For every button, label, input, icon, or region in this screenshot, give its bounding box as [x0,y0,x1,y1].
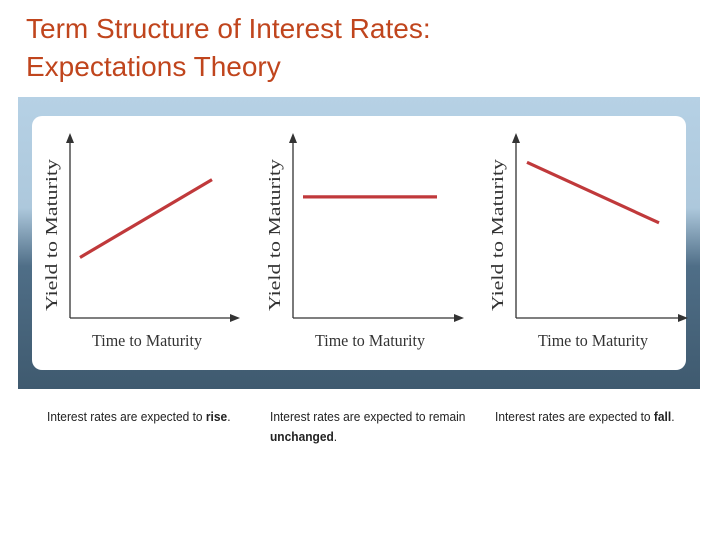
x-axis-arrow-icon-fall [678,314,688,322]
y-axis-arrow-icon-rise [66,133,74,143]
y-axis-label-rise: Yield to Maturity [42,158,61,311]
caption-unchanged-prefix: Interest rates are expected to remain [270,409,466,424]
slide-title-line-2: Expectations Theory [26,51,281,82]
caption-unchanged: Interest rates are expected to remain un… [270,407,482,447]
caption-rise-suffix: . [227,409,231,424]
y-axis-label-unchanged: Yield to Maturity [265,158,284,311]
x-axis-arrow-icon-unchanged [454,314,464,322]
caption-unchanged-emphasis: unchanged [270,429,334,444]
x-axis-label-fall: Time to Maturity [538,331,648,350]
y-axis-label-fall: Yield to Maturity [488,158,507,311]
x-axis-label-rise: Time to Maturity [92,331,202,350]
caption-fall: Interest rates are expected to fall. [495,407,693,427]
slide-title-line-1: Term Structure of Interest Rates: [26,13,431,44]
caption-rise: Interest rates are expected to rise. [47,407,245,427]
caption-rise-emphasis: rise [205,409,228,424]
caption-fall-prefix: Interest rates are expected to [495,409,654,424]
caption-unchanged-suffix: . [333,429,338,444]
x-axis-label-unchanged: Time to Maturity [315,331,425,350]
x-axis-arrow-icon-rise [230,314,240,322]
caption-rise-prefix: Interest rates are expected to [47,409,206,424]
y-axis-arrow-icon-fall [512,133,520,143]
y-axis-arrow-icon-unchanged [289,133,297,143]
caption-fall-emphasis: fall [653,409,672,424]
slide-title: Term Structure of Interest Rates: Expect… [26,10,686,86]
yield-line-fall [526,160,660,225]
yield-line-rise [79,178,213,259]
caption-fall-suffix: . [671,409,675,424]
figure-card [32,116,686,370]
